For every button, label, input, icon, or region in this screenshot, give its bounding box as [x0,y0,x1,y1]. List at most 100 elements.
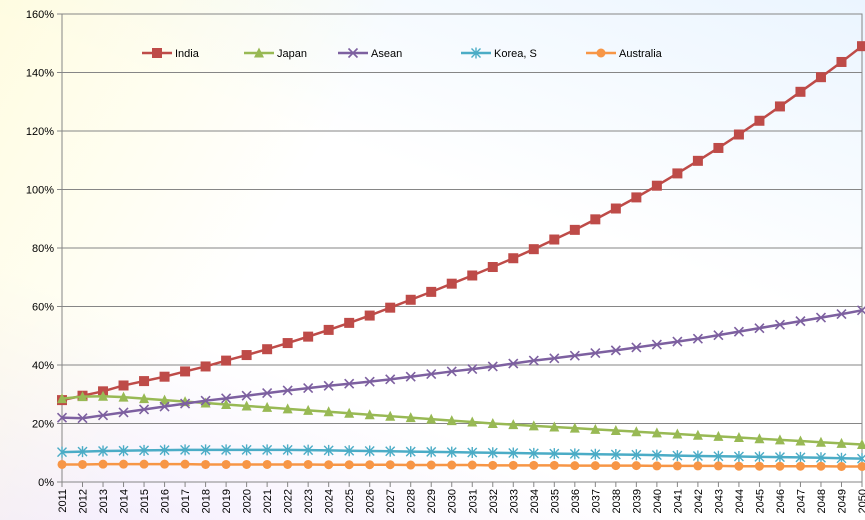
point-korea-s [733,451,744,463]
x-tick-label: 2024 [324,489,336,513]
point-asean [631,342,642,353]
point-korea-s [180,444,191,456]
point-india [385,302,396,313]
x-tick-label: 2037 [590,489,602,513]
point-japan [672,428,683,439]
x-tick-label: 2043 [713,489,725,513]
point-australia [795,461,805,471]
point-india [180,366,191,377]
point-india [323,324,334,335]
point-korea-s [795,451,806,463]
point-japan [631,426,642,437]
point-australia [590,461,600,471]
point-india [754,115,765,126]
point-japan [77,391,88,402]
point-asean [754,323,765,334]
legend-marker-japan [254,47,264,58]
point-australia [672,461,682,471]
x-tick-label: 2013 [98,489,110,513]
point-australia [836,461,846,471]
point-india [405,294,416,305]
point-australia [262,459,272,469]
point-japan [754,433,765,444]
x-tick-label: 2050 [857,489,865,513]
point-japan [221,398,232,409]
point-asean [713,330,724,341]
point-australia [775,461,785,471]
point-korea-s [385,445,396,457]
point-asean [77,413,88,424]
point-japan [774,434,785,445]
point-asean [590,347,601,359]
point-korea-s [467,446,478,458]
point-australia [754,461,764,471]
point-japan [836,437,847,448]
x-tick-label: 2017 [180,489,192,513]
point-india [815,72,826,83]
legend-marker-australia [596,48,606,58]
point-australia [488,460,498,470]
x-tick-label: 2038 [611,489,623,513]
point-australia [365,460,375,470]
point-india [651,180,662,191]
point-japan [385,410,396,421]
x-tick-label: 2016 [160,489,172,513]
point-korea-s [610,449,621,461]
point-india [446,278,457,289]
point-india [672,168,683,179]
x-tick-label: 2035 [549,489,561,513]
point-australia [344,460,354,470]
point-australia [570,461,580,471]
point-asean [856,305,865,316]
point-korea-s [139,444,150,456]
point-australia [447,460,457,470]
point-asean [528,355,539,366]
point-japan [713,430,724,441]
point-japan [303,404,314,415]
point-australia [180,459,190,469]
point-asean [159,401,170,412]
series-line-india [61,45,863,402]
x-tick-label: 2026 [365,489,377,513]
point-korea-s [672,450,683,462]
point-japan [610,425,621,436]
point-asean [672,336,683,347]
point-japan [528,420,539,431]
point-australia [406,460,416,470]
y-tick-label: 40% [32,360,54,372]
legend-label-australia: Australia [619,48,663,60]
point-japan [405,412,416,423]
point-india [221,355,232,366]
point-korea-s [774,451,785,463]
point-japan [467,416,478,427]
point-australia [303,459,313,469]
x-tick-label: 2025 [344,489,356,513]
point-australia [611,461,621,471]
point-india [569,224,580,235]
point-korea-s [364,445,375,457]
x-tick-label: 2046 [775,489,787,513]
point-australia [693,461,703,471]
point-japan [364,409,375,420]
point-japan [323,406,334,417]
x-tick-label: 2028 [406,489,418,513]
point-asean [836,309,847,320]
point-australia [508,460,518,470]
point-korea-s [241,444,252,456]
point-japan [692,429,703,440]
x-tick-label: 2040 [652,489,664,513]
point-australia [221,459,231,469]
point-india [713,142,724,153]
point-australia [119,459,129,469]
point-australia [426,460,436,470]
point-australia [283,459,293,469]
point-australia [57,459,67,469]
point-japan [262,401,273,412]
point-asean [344,378,355,389]
point-japan [549,421,560,432]
legend-label-japan: Japan [277,48,307,60]
x-tick-label: 2034 [529,489,541,513]
point-asean [200,395,211,406]
point-japan [118,391,129,402]
